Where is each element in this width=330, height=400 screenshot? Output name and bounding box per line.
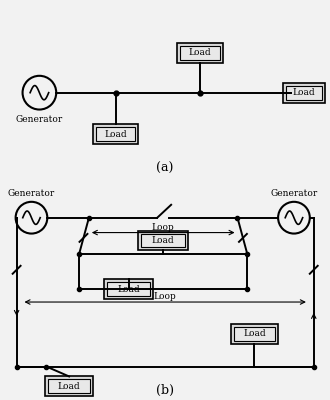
Text: Load: Load bbox=[292, 88, 315, 97]
Text: Loop: Loop bbox=[152, 222, 175, 232]
Text: Load: Load bbox=[104, 130, 127, 139]
Text: (b): (b) bbox=[156, 384, 174, 397]
Bar bbox=[107, 282, 150, 296]
Text: Generator: Generator bbox=[16, 114, 63, 124]
Bar bbox=[104, 279, 153, 299]
Bar bbox=[139, 230, 188, 250]
Bar bbox=[93, 124, 139, 144]
Text: Generator: Generator bbox=[270, 189, 317, 198]
Text: Load: Load bbox=[117, 285, 140, 294]
Bar bbox=[180, 46, 220, 60]
Bar bbox=[177, 43, 223, 63]
Text: Load: Load bbox=[243, 329, 266, 338]
Bar bbox=[234, 327, 275, 341]
Bar bbox=[283, 83, 325, 102]
Bar bbox=[48, 380, 90, 393]
Text: Load: Load bbox=[188, 48, 211, 58]
Text: Loop: Loop bbox=[154, 292, 177, 301]
Bar bbox=[231, 324, 278, 344]
Bar bbox=[45, 376, 93, 396]
Bar bbox=[96, 127, 136, 141]
Bar bbox=[286, 86, 322, 100]
Text: Load: Load bbox=[58, 382, 81, 391]
Text: (a): (a) bbox=[156, 162, 174, 174]
Text: Generator: Generator bbox=[8, 189, 55, 198]
Text: Load: Load bbox=[152, 236, 175, 245]
Bar bbox=[142, 234, 185, 248]
